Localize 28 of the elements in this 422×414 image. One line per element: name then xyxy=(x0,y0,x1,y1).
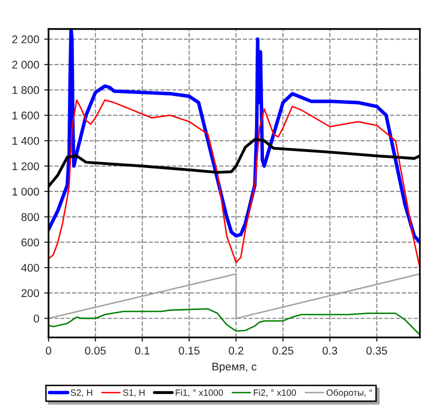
x-tick-label: 0.15 xyxy=(178,346,200,355)
y-tick-label: 1 600 xyxy=(12,112,40,120)
y-tick-label: 2 200 xyxy=(12,35,40,44)
x-tick-label: 0.1 xyxy=(135,346,150,355)
y-tick-label: 0 xyxy=(34,314,40,323)
y-tick-label: 1 400 xyxy=(12,136,40,145)
x-tick-label: 0 xyxy=(46,346,52,355)
y-tick-label: 1 800 xyxy=(12,86,40,94)
x-axis-title: Время, с xyxy=(212,362,256,373)
x-tick-label: 0.2 xyxy=(228,346,244,355)
x-tick-label: 0.05 xyxy=(85,346,106,355)
y-tick-label: 800 xyxy=(21,213,40,221)
legend-label: Fi1, ° x1000 xyxy=(176,389,223,397)
legend-label: S2, Н xyxy=(70,389,92,397)
y-tick-label: 2 000 xyxy=(12,60,40,69)
line-series xyxy=(48,308,420,336)
y-tick-label: 400 xyxy=(21,264,40,272)
legend-label: Обороты, ° xyxy=(326,389,372,398)
y-tick-label: 200 xyxy=(22,289,40,298)
legend-label: Fi2, ° x100 xyxy=(254,389,296,397)
y-tick-label: 1 000 xyxy=(12,188,40,196)
y-tick-label: 600 xyxy=(22,238,40,246)
y-tick-label: 1 200 xyxy=(12,162,40,170)
x-tick-label: 0.3 xyxy=(322,346,338,355)
legend-label: S1, Н xyxy=(123,389,145,397)
x-tick-label: 0.25 xyxy=(272,346,294,355)
x-tick-label: 0.35 xyxy=(366,346,388,355)
line-series xyxy=(48,99,420,268)
